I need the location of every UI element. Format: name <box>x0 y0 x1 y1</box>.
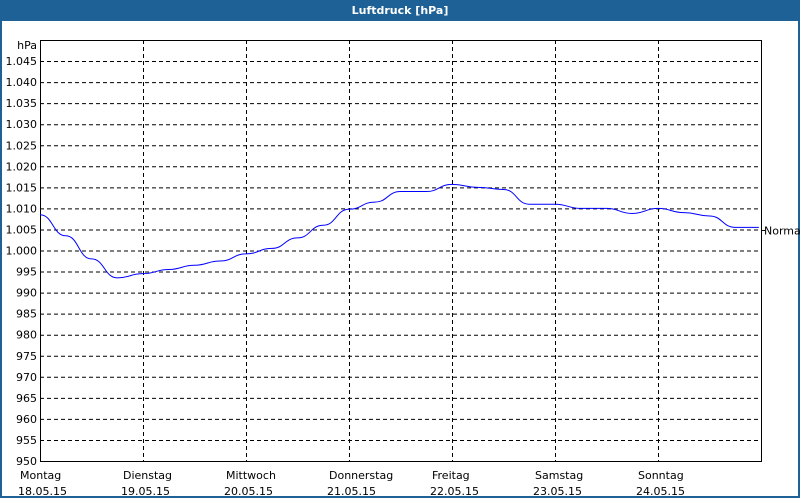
x-tick-day: Dienstag <box>123 469 172 482</box>
y-tick-label: 1.020 <box>6 160 38 173</box>
x-tick-date: 21.05.15 <box>327 485 376 498</box>
x-tick-date: 19.05.15 <box>121 485 170 498</box>
y-tick-label: 1.035 <box>6 97 38 110</box>
y-tick-label: 970 <box>16 371 37 384</box>
x-tick-day: Montag <box>20 469 61 482</box>
y-tick-label: 985 <box>16 308 37 321</box>
x-tick-date: 23.05.15 <box>533 485 582 498</box>
x-tick-day: Freitag <box>432 469 470 482</box>
plot-frame <box>40 40 762 462</box>
y-tick-label: 1.015 <box>6 181 38 194</box>
y-tick-label: 1.040 <box>6 76 38 89</box>
y-tick-label: 1.025 <box>6 139 38 152</box>
y-tick-label: 1.000 <box>6 245 38 258</box>
x-tick-date: 24.05.15 <box>636 485 685 498</box>
pressure-line <box>39 183 759 279</box>
y-tick-label: 1.010 <box>6 202 38 215</box>
y-tick-label: 995 <box>16 266 37 279</box>
x-tick-date: 18.05.15 <box>18 485 67 498</box>
y-axis-unit: hPa <box>17 39 37 52</box>
x-tick-day: Mittwoch <box>226 469 276 482</box>
x-tick-day: Sonntag <box>638 469 684 482</box>
x-tick-date: 22.05.15 <box>430 485 479 498</box>
y-tick-label: 990 <box>16 287 37 300</box>
y-tick-label: 1.005 <box>6 223 38 236</box>
y-tick-label: 1.045 <box>6 55 38 68</box>
y-tick-label: 965 <box>16 392 37 405</box>
chart-title: Luftdruck [hPa] <box>0 0 800 21</box>
y-tick-label: 960 <box>16 413 37 426</box>
y-tick-label: 955 <box>16 434 37 447</box>
x-tick-date: 20.05.15 <box>224 485 273 498</box>
y-tick-label: 1.030 <box>6 118 38 131</box>
x-tick-day: Samstag <box>535 469 583 482</box>
x-tick-day: Donnerstag <box>329 469 393 482</box>
y-tick-label: 980 <box>16 329 37 342</box>
y-tick-label: 975 <box>16 350 37 363</box>
y-tick-label: 950 <box>16 455 37 468</box>
reference-label: Normal <box>764 224 800 237</box>
